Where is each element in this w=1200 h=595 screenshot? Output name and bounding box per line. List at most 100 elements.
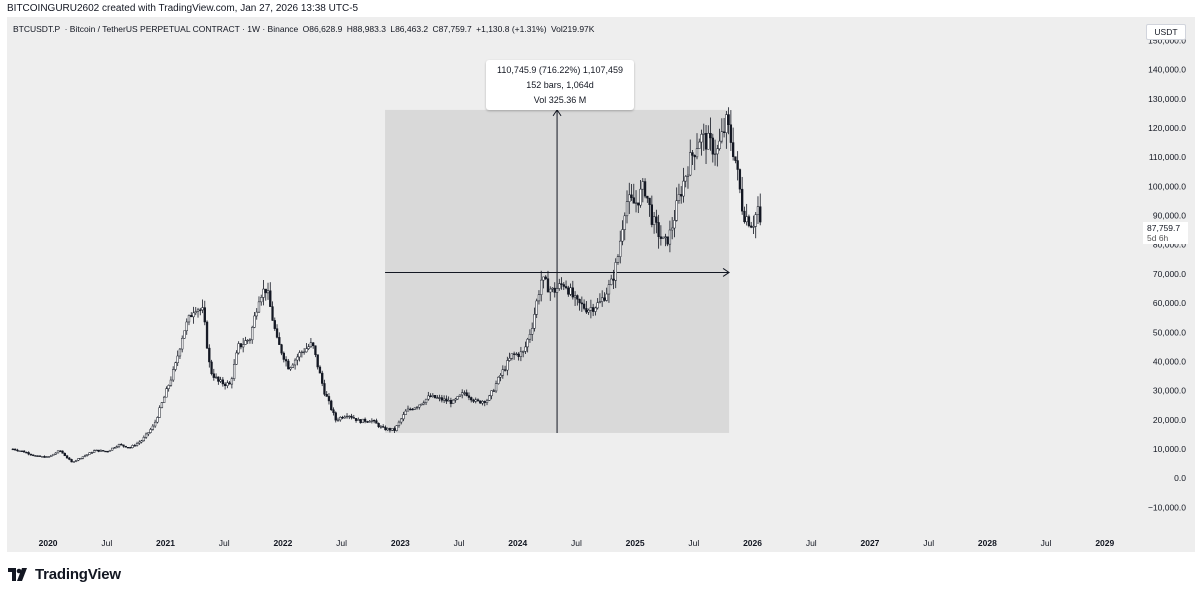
candle-body [605, 293, 608, 301]
candle-body [479, 400, 482, 404]
candle-body [325, 394, 328, 397]
candle-body [524, 346, 527, 352]
candle-body [623, 215, 626, 230]
candle-body [208, 347, 211, 363]
candle-body [429, 395, 432, 397]
candle-body [262, 288, 265, 298]
candle-body [652, 216, 656, 225]
candle-body [239, 343, 243, 348]
candle-body [440, 397, 444, 401]
candle-body [503, 369, 507, 371]
candle-body [169, 379, 173, 386]
candle-body [192, 312, 195, 318]
candle-body [549, 288, 552, 293]
candle-body [350, 415, 353, 418]
ohlc-close: C87,759.7 [432, 24, 472, 34]
candle-body [666, 236, 669, 245]
candle-body [686, 174, 690, 177]
candle-body [729, 124, 733, 143]
candle-body [535, 300, 538, 315]
y-axis-tick-label: 120,000.0 [1148, 123, 1186, 133]
tradingview-logo-text: TradingView [35, 566, 121, 583]
candle-body [321, 372, 324, 384]
x-axis-tick-label: 2029 [1095, 538, 1114, 548]
currency-badge[interactable]: USDT [1146, 24, 1186, 40]
ohlc-change: +1,130.8 (+1.31%) [476, 24, 547, 34]
candle-body [562, 284, 565, 287]
y-axis-tick-label: 70,000.0 [1153, 269, 1186, 279]
x-axis-tick-label: Jul [806, 538, 817, 548]
x-axis-tick-label: Jul [923, 538, 934, 548]
candle-body [544, 276, 547, 279]
candle-body [418, 404, 421, 408]
candle-body [341, 417, 344, 419]
y-axis-tick-label: 30,000.0 [1153, 386, 1186, 396]
candle-body [140, 440, 143, 443]
candle-body [664, 236, 667, 238]
candle-body [88, 452, 91, 455]
x-axis-tick-label: 2026 [743, 538, 762, 548]
candle-body [298, 352, 301, 358]
candle-body [643, 181, 647, 197]
candle-body [34, 455, 37, 457]
symbol-name[interactable]: BTCUSDT.P [13, 24, 61, 34]
candle-body [117, 444, 121, 447]
candle-body [70, 459, 73, 463]
candle-body [156, 417, 159, 423]
candle-body [759, 206, 762, 223]
candle-body [391, 428, 394, 431]
candle-body [382, 426, 385, 428]
candle-body [610, 278, 613, 285]
candle-body [190, 315, 193, 318]
candle-body [187, 315, 191, 323]
candle-body [488, 395, 491, 401]
candle-body [372, 420, 376, 422]
candle-body [578, 298, 581, 304]
candle-body [420, 403, 423, 406]
candle-body [36, 455, 39, 457]
candle-body [521, 351, 525, 353]
candle-body [212, 373, 215, 378]
candle-body [23, 450, 26, 453]
candle-body [655, 216, 658, 223]
candle-body [185, 321, 188, 332]
candle-body [456, 396, 459, 400]
candle-body [716, 148, 719, 155]
candle-body [722, 131, 726, 133]
tradingview-logo[interactable]: TradingView [8, 566, 121, 583]
candle-body [305, 348, 308, 353]
candle-body [165, 388, 168, 398]
candle-body [120, 444, 123, 446]
candle-body [203, 307, 206, 323]
y-axis-tick-label: 100,000.0 [1148, 181, 1186, 191]
candle-body [470, 397, 473, 401]
candle-body [492, 390, 495, 392]
candle-body [327, 396, 331, 402]
candle-body [32, 454, 35, 456]
candle-body [318, 366, 322, 374]
candle-body [497, 376, 500, 384]
candle-body [115, 446, 118, 448]
x-axis-tick-label: 2022 [273, 538, 292, 548]
candle-body [11, 448, 15, 451]
candle-body [129, 447, 132, 449]
candle-body [458, 394, 462, 397]
candle-body [702, 133, 705, 135]
candle-body [589, 307, 593, 311]
candle-body [736, 160, 739, 170]
candle-body [108, 449, 112, 452]
candle-body [284, 359, 288, 362]
candle-body [361, 418, 364, 424]
candle-body [27, 452, 30, 455]
candle-body [348, 415, 351, 418]
x-axis-tick-label: Jul [219, 538, 230, 548]
candle-body [18, 450, 21, 452]
candle-body [750, 225, 753, 228]
candle-body [481, 401, 484, 404]
candle-body [612, 278, 615, 281]
candle-body [465, 392, 468, 396]
x-axis-tick-label: Jul [1041, 538, 1052, 548]
candle-body [567, 287, 570, 295]
candle-body [147, 432, 150, 435]
